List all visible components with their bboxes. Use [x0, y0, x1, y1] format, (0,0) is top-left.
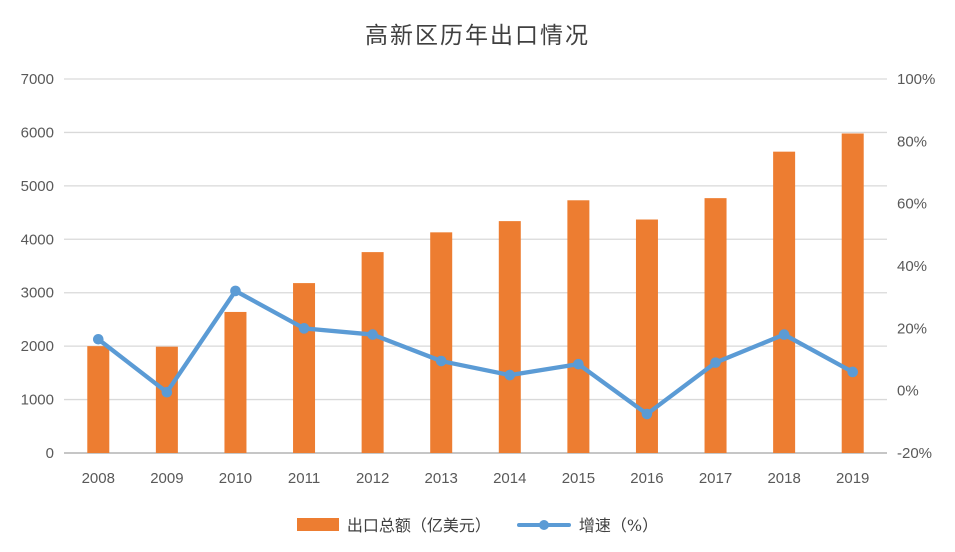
growth-rate-marker [641, 408, 653, 420]
growth-rate-marker [367, 329, 378, 340]
x-axis-category-label: 2017 [699, 470, 732, 487]
bar-series-swatch-icon [296, 517, 339, 531]
growth-rate-marker [847, 366, 859, 378]
x-axis-category-label: 2008 [82, 470, 115, 487]
legend-item-export-total: 出口总额（亿美元） [296, 512, 491, 536]
growth-rate-marker [435, 355, 447, 367]
line-series-swatch-icon [516, 518, 571, 531]
export-total-bar [155, 346, 178, 453]
x-axis-category-label: 2010 [219, 470, 252, 487]
growth-rate-marker [778, 329, 790, 340]
x-axis-category-label: 2016 [630, 470, 663, 487]
x-axis-category-label: 2014 [493, 470, 526, 487]
left-axis-tick-label: 6000 [21, 124, 54, 141]
left-axis-tick-label: 7000 [21, 71, 54, 88]
growth-rate-marker [710, 357, 721, 368]
right-axis-tick-label: 0% [897, 383, 919, 400]
export-total-bar [224, 311, 247, 453]
right-axis-tick-label: 60% [897, 196, 927, 213]
right-axis-tick-label: 100% [897, 71, 935, 88]
export-total-bar [430, 232, 453, 453]
legend: 出口总额（亿美元） 增速（%） [0, 509, 955, 539]
left-axis-tick-label: 1000 [21, 392, 54, 409]
export-total-bar [361, 252, 384, 453]
right-axis-tick-label: 40% [897, 258, 927, 275]
export-total-bar [87, 346, 110, 453]
export-total-bar [841, 133, 864, 454]
line-swatch-marker-icon [538, 519, 549, 530]
x-axis-category-label: 2012 [356, 470, 389, 487]
export-total-bar [567, 200, 590, 453]
x-axis-category-label: 2013 [425, 470, 458, 487]
export-total-bar [635, 219, 658, 453]
export-total-bar [498, 221, 521, 453]
left-axis-tick-label: 5000 [21, 178, 54, 195]
left-axis-tick-label: 0 [46, 445, 54, 462]
growth-rate-marker [230, 285, 241, 297]
right-axis-tick-label: -20% [897, 445, 932, 462]
legend-label-export-total: 出口总额（亿美元） [346, 516, 491, 535]
growth-rate-marker [573, 358, 584, 370]
left-axis-tick-label: 2000 [21, 338, 54, 355]
x-axis-category-label: 2009 [150, 470, 183, 487]
growth-rate-marker [504, 369, 516, 381]
growth-rate-line [96, 288, 855, 417]
right-axis-tick-label: 20% [897, 320, 927, 337]
export-total-bar [704, 198, 727, 453]
x-axis-category-label: 2018 [767, 470, 800, 487]
x-axis-category-label: 2011 [288, 470, 320, 487]
left-axis-tick-label: 4000 [21, 231, 54, 248]
legend-item-growth-rate: 增速（%） [516, 512, 659, 536]
chart-title: 高新区历年出口情况 [365, 23, 590, 49]
left-axis-tick-label: 3000 [21, 285, 54, 302]
growth-rate-marker [161, 386, 173, 398]
plot-area: 0 1000 2000 3000 4000 5000 6000 7000 -20% 0% 20% 40… [21, 71, 936, 487]
legend-label-growth-rate: 增速（%） [578, 516, 659, 535]
right-axis-tick-label: 80% [897, 133, 927, 150]
growth-rate-marker [92, 333, 104, 345]
x-axis-category-label: 2015 [562, 470, 595, 487]
growth-rate-marker [298, 323, 310, 334]
export-total-bar [293, 283, 316, 453]
export-total-bar [773, 151, 796, 454]
x-axis-category-label: 2019 [836, 470, 869, 487]
